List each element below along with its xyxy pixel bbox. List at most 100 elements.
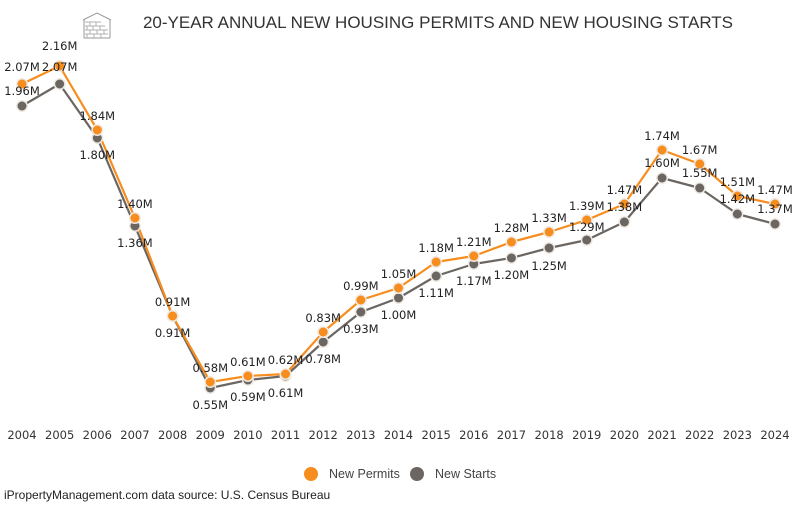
data-label-new-starts: 1.38M — [607, 200, 643, 214]
data-point-new-permits[interactable] — [55, 61, 65, 71]
data-label-new-permits: 1.33M — [531, 211, 567, 225]
data-point-new-permits[interactable] — [506, 237, 516, 247]
data-point-new-starts[interactable] — [356, 307, 366, 317]
x-tick-label: 2016 — [459, 428, 488, 442]
x-tick-label: 2015 — [422, 428, 451, 442]
data-point-new-permits[interactable] — [130, 213, 140, 223]
data-point-new-starts[interactable] — [506, 253, 516, 263]
source-note: iPropertyManagement.com data source: U.S… — [4, 488, 330, 502]
data-point-new-permits[interactable] — [431, 257, 441, 267]
data-label-new-starts: 1.80M — [80, 148, 116, 162]
data-point-new-permits[interactable] — [732, 191, 742, 201]
x-tick-label: 2020 — [610, 428, 639, 442]
data-label-new-starts: 0.59M — [230, 390, 266, 404]
legend-item-new-permits[interactable]: New Permits — [304, 467, 400, 481]
data-label-new-permits: 0.99M — [343, 279, 379, 293]
data-point-new-starts[interactable] — [394, 293, 403, 303]
data-point-new-starts[interactable] — [431, 271, 441, 281]
data-point-new-permits[interactable] — [619, 199, 629, 209]
data-point-new-starts[interactable] — [657, 173, 667, 183]
data-point-new-permits[interactable] — [205, 377, 215, 387]
data-label-new-starts: 1.96M — [4, 84, 40, 98]
data-label-new-starts: 1.11M — [418, 286, 454, 300]
legend-label-new-starts: New Starts — [435, 467, 496, 481]
data-point-new-permits[interactable] — [770, 199, 780, 209]
x-tick-label: 2004 — [7, 428, 36, 442]
data-point-new-starts[interactable] — [130, 221, 140, 231]
data-point-new-starts[interactable] — [732, 209, 742, 219]
data-point-new-starts[interactable] — [318, 337, 328, 347]
data-point-new-starts[interactable] — [55, 79, 65, 89]
data-label-new-permits: 0.62M — [268, 353, 304, 367]
data-label-new-permits: 0.61M — [230, 355, 266, 369]
x-tick-label: 2022 — [685, 428, 714, 442]
x-tick-label: 2009 — [196, 428, 225, 442]
data-label-new-starts: 1.36M — [117, 236, 153, 250]
x-tick-label: 2010 — [233, 428, 262, 442]
data-label-new-starts: 1.42M — [720, 192, 756, 206]
data-label-new-permits: 0.58M — [192, 361, 228, 375]
data-point-new-permits[interactable] — [281, 369, 291, 379]
x-tick-label: 2013 — [346, 428, 375, 442]
data-label-new-permits: 1.51M — [720, 175, 756, 189]
x-tick-label: 2008 — [158, 428, 187, 442]
data-label-new-starts: 1.20M — [494, 268, 530, 282]
data-label-new-starts: 1.00M — [381, 308, 417, 322]
data-point-new-starts[interactable] — [469, 259, 479, 269]
data-label-new-starts: 1.25M — [531, 259, 567, 273]
data-point-new-permits[interactable] — [582, 215, 592, 225]
data-label-new-permits: 1.18M — [418, 241, 454, 255]
data-label-new-permits: 1.05M — [381, 267, 417, 281]
legend-marker-new-permits — [304, 467, 318, 481]
data-label-new-permits: 1.21M — [456, 235, 492, 249]
x-axis-ticks: 2004 2005 2006 2007 2008 2009 2010 2011 2012 2013… — [7, 428, 789, 442]
data-point-new-permits[interactable] — [17, 79, 27, 89]
data-label-new-permits: 0.83M — [305, 311, 341, 325]
data-point-new-permits[interactable] — [356, 295, 366, 305]
data-label-new-starts: 1.37M — [757, 202, 793, 216]
data-point-new-permits[interactable] — [695, 159, 705, 169]
data-point-new-starts[interactable] — [582, 235, 592, 245]
data-point-new-permits[interactable] — [243, 371, 253, 381]
legend-marker-new-starts — [410, 467, 424, 481]
data-point-new-starts[interactable] — [770, 219, 780, 229]
x-tick-label: 2018 — [534, 428, 563, 442]
data-point-new-starts[interactable] — [92, 133, 102, 143]
data-label-new-permits: 1.47M — [757, 183, 793, 197]
data-point-new-starts[interactable] — [17, 101, 27, 111]
x-tick-label: 2021 — [647, 428, 676, 442]
data-point-new-permits[interactable] — [469, 251, 479, 261]
x-tick-label: 2007 — [120, 428, 149, 442]
data-label-new-starts: 2.07M — [42, 60, 78, 74]
data-point-new-starts[interactable] — [544, 243, 554, 253]
data-label-new-starts: 0.55M — [192, 398, 228, 412]
data-label-new-permits: 1.67M — [682, 143, 718, 157]
data-point-new-starts[interactable] — [695, 183, 705, 193]
data-point-new-permits[interactable] — [168, 311, 178, 321]
data-label-new-starts: 1.55M — [682, 166, 718, 180]
x-tick-label: 2024 — [760, 428, 789, 442]
data-label-new-starts: 0.78M — [305, 352, 341, 366]
legend: New Permits New Starts — [304, 467, 496, 481]
data-point-new-permits[interactable] — [544, 227, 554, 237]
legend-item-new-starts[interactable]: New Starts — [410, 467, 496, 481]
data-label-new-permits: 0.91M — [155, 295, 191, 309]
data-point-new-permits[interactable] — [92, 125, 102, 135]
x-tick-label: 2006 — [83, 428, 112, 442]
x-tick-label: 2011 — [271, 428, 300, 442]
data-label-new-permits: 2.16M — [42, 39, 78, 53]
data-point-new-permits[interactable] — [657, 145, 667, 155]
legend-label-new-permits: New Permits — [329, 467, 400, 481]
data-label-new-starts: 0.93M — [343, 322, 379, 336]
data-point-new-permits[interactable] — [318, 327, 328, 337]
data-label-new-permits: 1.39M — [569, 199, 605, 213]
data-label-new-permits: 1.28M — [494, 221, 530, 235]
plot-points — [16, 60, 781, 394]
data-point-new-starts[interactable] — [619, 217, 629, 227]
data-point-new-permits[interactable] — [394, 283, 403, 293]
x-tick-label: 2019 — [572, 428, 601, 442]
house-brick-icon — [82, 12, 112, 39]
data-label-new-permits: 1.47M — [607, 183, 643, 197]
